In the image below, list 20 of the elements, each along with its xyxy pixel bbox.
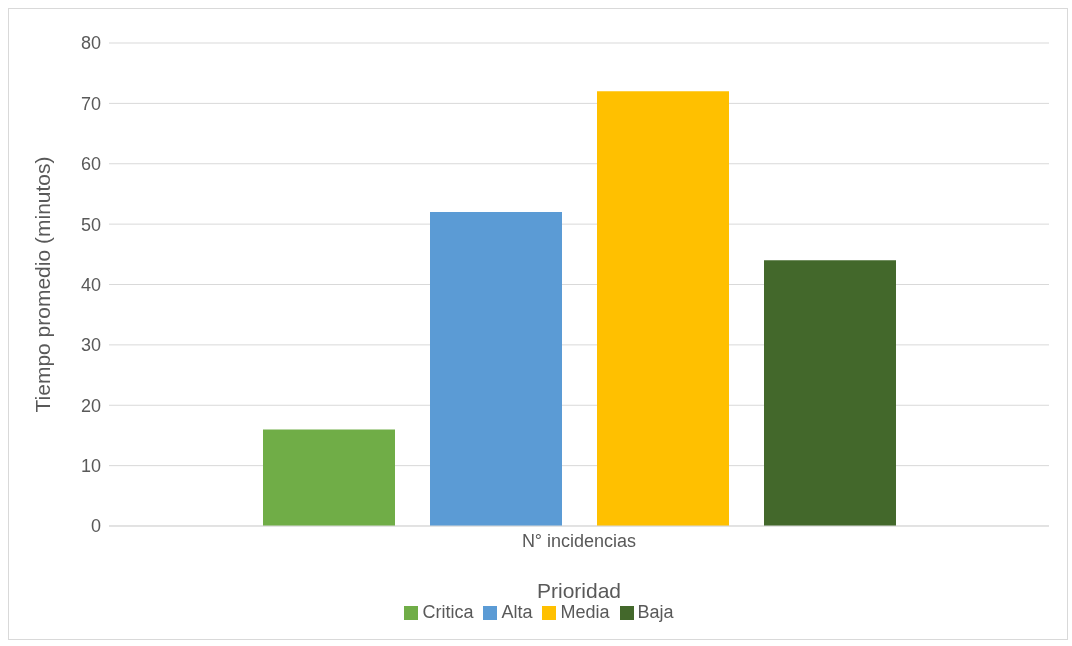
y-tick-label: 70: [80, 93, 101, 114]
x-tick-label: N° incidencias: [521, 530, 637, 551]
bar: [597, 91, 729, 526]
bar: [764, 260, 896, 526]
bar: [430, 212, 562, 526]
y-tick-label: 40: [80, 274, 101, 295]
legend-label: Media: [560, 602, 610, 622]
y-tick-label: 10: [80, 456, 101, 477]
y-axis-title: Tiempo promedio (minutos): [31, 156, 55, 413]
y-tick-label: 60: [80, 154, 101, 175]
legend-label: Alta: [501, 602, 533, 622]
y-tick-label: 20: [80, 395, 101, 416]
legend-label: Critica: [422, 602, 474, 622]
y-tick-label: 50: [80, 214, 101, 235]
bar: [263, 429, 395, 526]
legend-label: Baja: [637, 602, 674, 622]
y-tick-label: 0: [90, 516, 101, 537]
y-tick-label: 80: [80, 33, 101, 54]
x-axis-title: Prioridad: [536, 579, 622, 602]
y-tick-label: 30: [80, 335, 101, 356]
